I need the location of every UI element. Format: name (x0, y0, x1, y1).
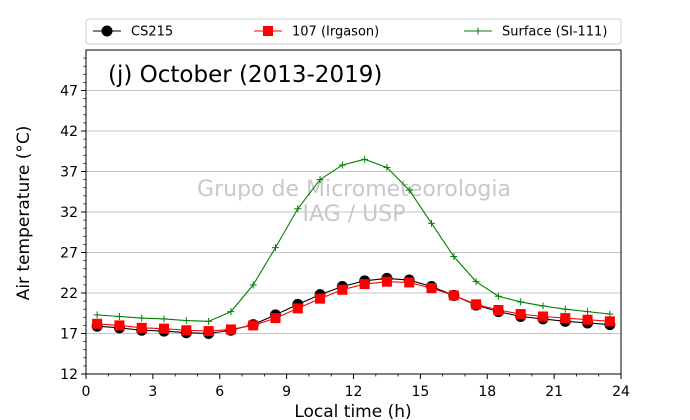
series-line (97, 158, 610, 322)
data-point (93, 311, 101, 319)
data-point (381, 276, 392, 287)
y-axis-label: Air temperature (°C) (14, 126, 34, 301)
data-point (493, 305, 504, 316)
data-point (582, 314, 593, 325)
data-point (316, 176, 324, 184)
data-point (584, 308, 592, 316)
x-tick-label: 0 (82, 384, 91, 400)
legend-box (85, 18, 622, 45)
data-point (205, 317, 213, 325)
data-point (361, 155, 369, 163)
x-tick-label: 15 (411, 384, 429, 400)
data-point (181, 325, 192, 336)
series-1 (92, 276, 615, 337)
data-point (263, 26, 273, 36)
data-point (101, 25, 113, 37)
x-tick-label: 9 (282, 384, 291, 400)
data-point (160, 315, 168, 323)
data-point (426, 283, 437, 294)
data-point (92, 318, 103, 329)
data-point (315, 293, 326, 304)
data-point (159, 323, 170, 334)
series-line (97, 281, 610, 332)
data-point (292, 303, 303, 314)
x-tick-label: 21 (545, 384, 563, 400)
y-gridlines (86, 90, 621, 334)
legend-entry: Surface (SI-111) (464, 25, 607, 40)
data-point (383, 163, 391, 171)
data-point (471, 299, 482, 310)
data-point (271, 244, 279, 252)
y-tick-label: 12 (60, 367, 78, 383)
legend-entry: 107 (Irgason) (254, 25, 379, 40)
x-tick-label: 18 (478, 384, 496, 400)
data-point (560, 313, 571, 324)
data-point (136, 322, 147, 333)
axis-ticks: 0 3 6 9 12 15 18 21 24 12 17 22 27 32 37 42 47 (60, 57, 630, 400)
legend-label: Surface (SI-111) (502, 25, 607, 40)
data-point (450, 253, 458, 261)
y-tick-label: 27 (60, 246, 78, 262)
watermark-line: Grupo de Micrometeorologia (197, 177, 511, 202)
data-point (337, 284, 348, 295)
data-point (294, 205, 302, 213)
legend-label: 107 (Irgason) (292, 25, 379, 40)
x-tick-label: 3 (148, 384, 157, 400)
data-point (539, 302, 547, 310)
x-axis-label: Local time (h) (294, 402, 411, 420)
data-point (115, 312, 123, 320)
data-point (114, 320, 125, 331)
data-point (472, 278, 480, 286)
data-point (203, 326, 214, 337)
data-point (249, 281, 257, 289)
data-point (405, 186, 413, 194)
data-point (517, 298, 525, 306)
data-point (138, 314, 146, 322)
y-tick-label: 17 (60, 327, 78, 343)
data-point (561, 305, 569, 313)
data-point (182, 317, 190, 325)
x-tick-label: 6 (215, 384, 224, 400)
data-point (338, 161, 346, 169)
y-tick-label: 32 (60, 205, 78, 221)
data-point (448, 290, 459, 301)
x-tick-label: 24 (612, 384, 630, 400)
data-point (604, 316, 615, 327)
watermark-line: IAG / USP (303, 202, 406, 227)
y-tick-label: 42 (60, 124, 78, 140)
data-point (248, 320, 259, 331)
data-point (270, 313, 281, 324)
data-point (474, 27, 482, 35)
data-point (404, 277, 415, 288)
series-layer (91, 155, 616, 339)
y-tick-label: 37 (60, 165, 78, 181)
legend-entry: CS215 (93, 25, 173, 40)
data-point (225, 324, 236, 335)
data-point (428, 219, 436, 227)
data-point (359, 279, 370, 290)
data-point (227, 308, 235, 316)
x-tick-label: 12 (345, 384, 363, 400)
data-point (515, 309, 526, 320)
data-point (537, 311, 548, 322)
legend-label: CS215 (131, 25, 173, 40)
chart-title: (j) October (2013-2019) (108, 62, 382, 88)
y-tick-label: 47 (60, 84, 78, 100)
series-2 (93, 155, 614, 325)
legend: CS215 107 (Irgason) Surface (SI-111) (85, 18, 622, 45)
data-point (494, 292, 502, 300)
y-tick-label: 22 (60, 286, 78, 302)
